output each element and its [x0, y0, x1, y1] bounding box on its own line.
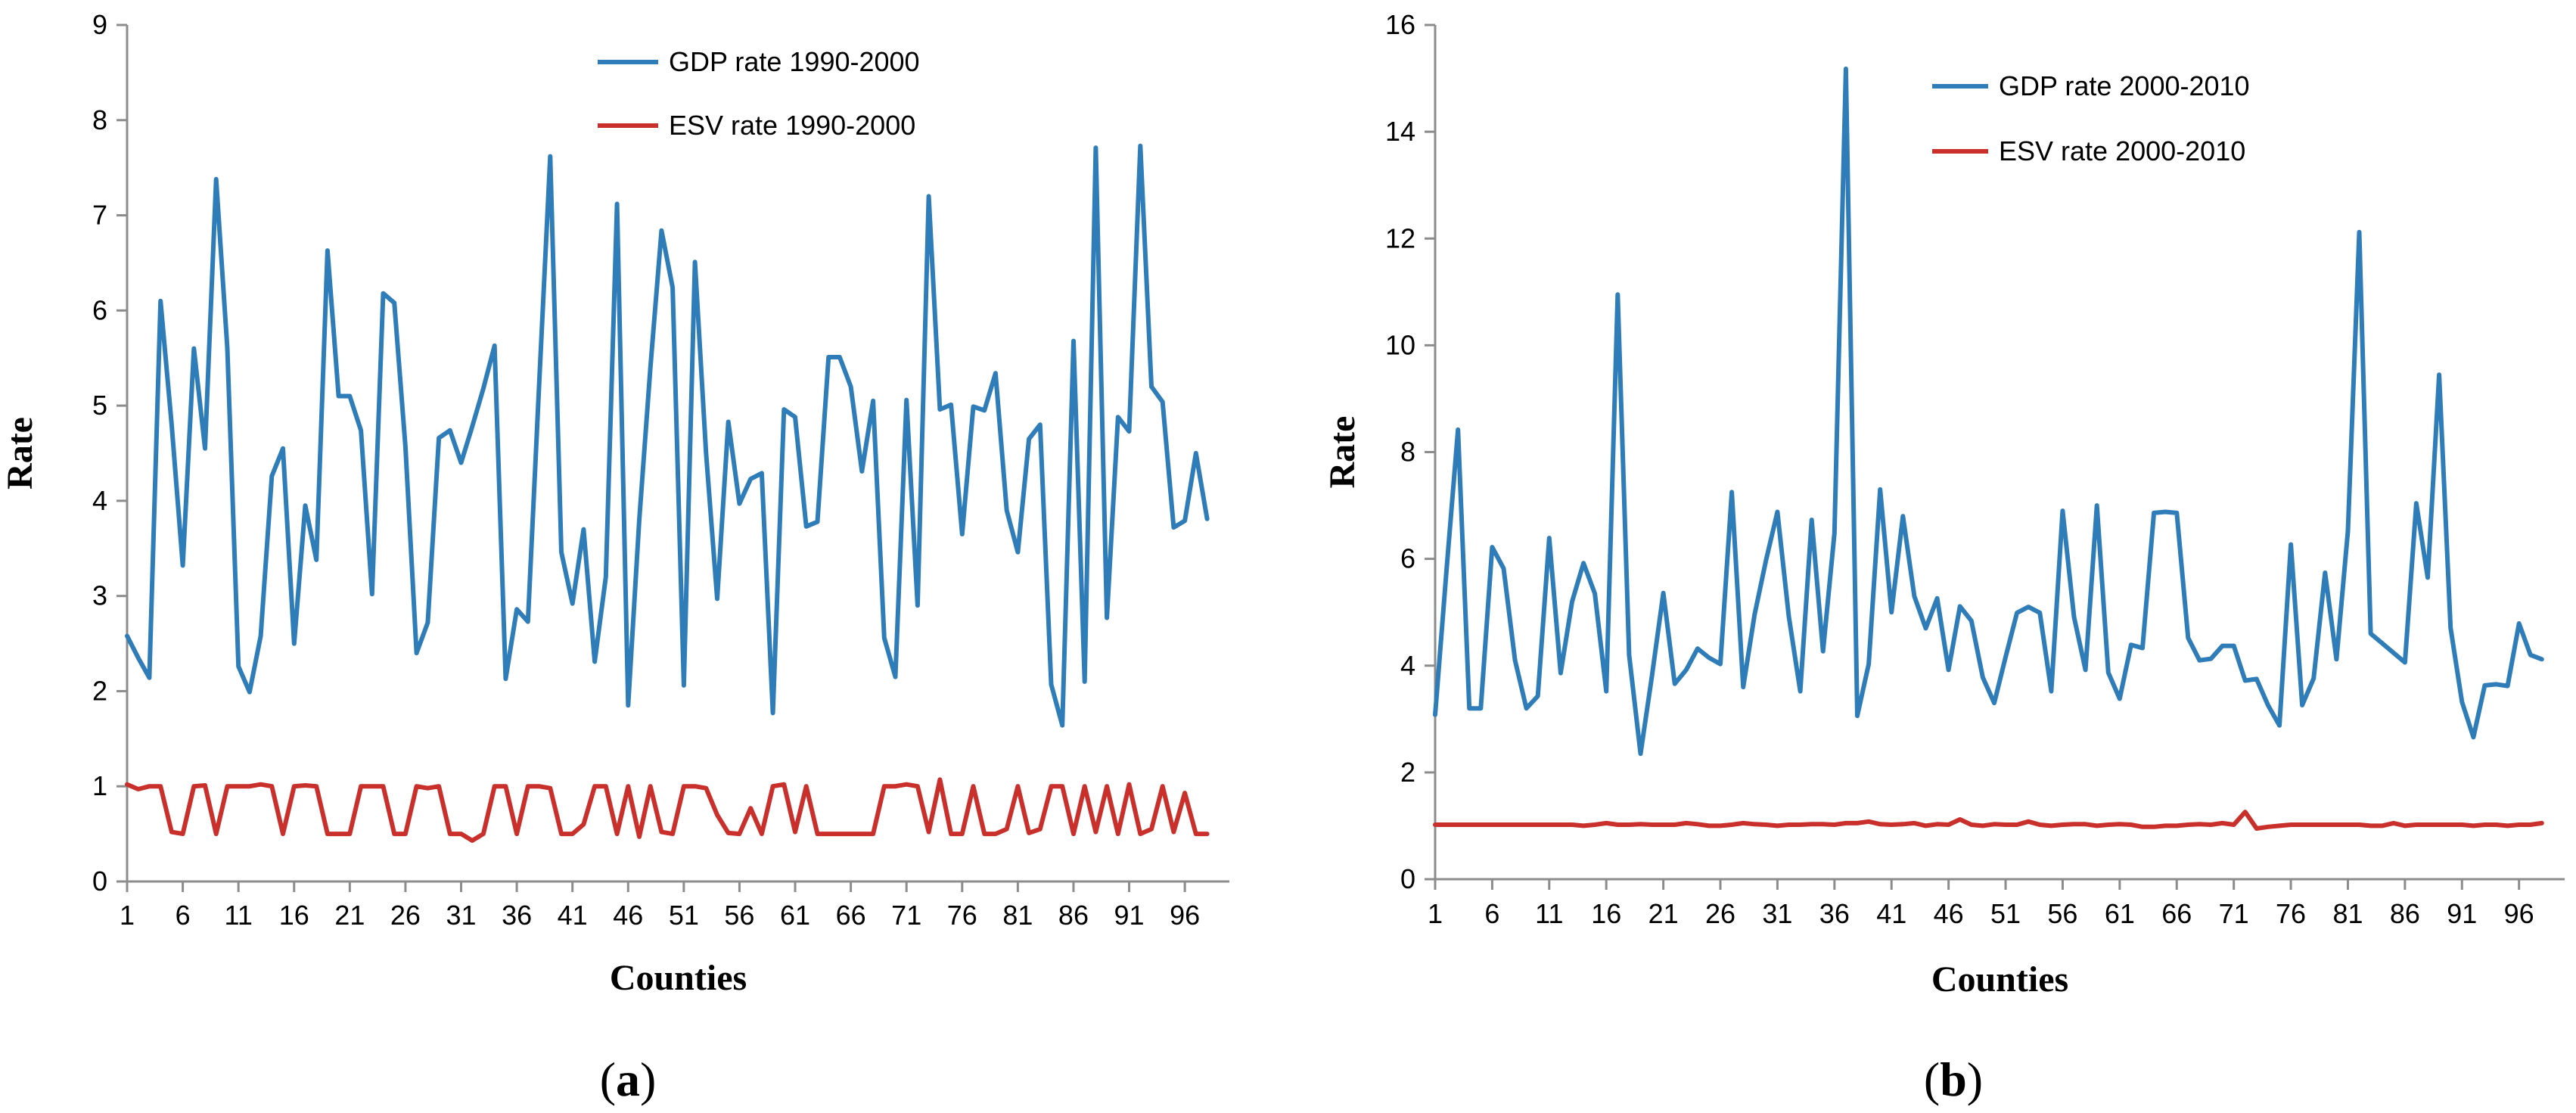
x-tick-label: 31: [1762, 898, 1792, 929]
x-tick-label: 51: [1990, 898, 2021, 929]
series-line-gdp: [1433, 66, 2544, 757]
y-tick-label: 1: [92, 770, 107, 801]
y-tick-label: 4: [92, 485, 107, 516]
x-tick-label: 86: [2390, 898, 2420, 929]
x-tick-label: 11: [1535, 898, 1563, 929]
y-tick-label: 14: [1385, 116, 1415, 147]
x-tick-label: 76: [2276, 898, 2306, 929]
x-tick-label: 61: [2105, 898, 2135, 929]
y-tick-label: 3: [92, 580, 107, 611]
series-line-esv: [125, 777, 1210, 843]
x-tick-label: 56: [724, 900, 754, 931]
x-tick-label: 6: [176, 900, 191, 931]
x-tick-label: 91: [1114, 900, 1145, 931]
y-axis-title: Rate: [1322, 416, 1363, 489]
legend-label: GDP rate 1990-2000: [669, 46, 920, 77]
legend-label: ESV rate 1990-2000: [669, 110, 915, 141]
x-tick-label: 56: [2047, 898, 2077, 929]
x-tick-label: 26: [1705, 898, 1735, 929]
x-tick-label: 41: [558, 900, 588, 931]
y-tick-label: 8: [92, 104, 107, 135]
x-tick-label: 11: [224, 900, 252, 931]
y-tick-label: 7: [92, 200, 107, 231]
y-tick-label: 6: [92, 294, 107, 325]
panel-label: (b): [1924, 1052, 1983, 1106]
x-tick-label: 66: [836, 900, 866, 931]
x-tick-label: 36: [502, 900, 532, 931]
x-tick-label: 66: [2161, 898, 2192, 929]
y-tick-label: 10: [1385, 329, 1415, 360]
y-tick-label: 2: [92, 675, 107, 706]
x-tick-label: 1: [1428, 898, 1443, 929]
x-tick-label: 91: [2447, 898, 2477, 929]
legend-label: ESV rate 2000-2010: [1999, 135, 2245, 166]
x-tick-label: 26: [390, 900, 421, 931]
y-tick-label: 8: [1400, 437, 1415, 468]
y-tick-label: 9: [92, 9, 107, 40]
x-tick-label: 21: [1648, 898, 1679, 929]
x-axis-title: Counties: [1931, 959, 2068, 1000]
x-tick-label: 51: [669, 900, 699, 931]
y-tick-label: 0: [92, 866, 107, 897]
y-tick-label: 0: [1400, 863, 1415, 894]
x-tick-label: 46: [613, 900, 643, 931]
y-tick-label: 12: [1385, 222, 1415, 253]
x-tick-label: 86: [1058, 900, 1089, 931]
x-tick-label: 61: [780, 900, 810, 931]
legend-label: GDP rate 2000-2010: [1999, 70, 2250, 101]
x-tick-label: 16: [279, 900, 309, 931]
x-tick-label: 6: [1484, 898, 1499, 929]
x-axis-title: Counties: [610, 958, 747, 998]
x-tick-label: 76: [947, 900, 977, 931]
x-tick-label: 41: [1876, 898, 1906, 929]
y-tick-label: 4: [1400, 650, 1415, 681]
x-tick-label: 46: [1934, 898, 1964, 929]
x-tick-label: 21: [334, 900, 365, 931]
x-tick-label: 81: [2332, 898, 2363, 929]
x-tick-label: 16: [1591, 898, 1621, 929]
y-tick-label: 5: [92, 390, 107, 421]
x-tick-label: 36: [1819, 898, 1850, 929]
x-tick-label: 71: [2219, 898, 2249, 929]
y-tick-label: 2: [1400, 757, 1415, 788]
y-tick-label: 6: [1400, 543, 1415, 574]
x-tick-label: 1: [120, 900, 135, 931]
series-line-esv: [1433, 810, 2544, 831]
x-tick-label: 96: [2504, 898, 2534, 929]
panel-label: (a): [600, 1052, 657, 1106]
series-line-gdp: [125, 143, 1210, 728]
x-tick-label: 31: [446, 900, 476, 931]
y-axis-title: Rate: [0, 417, 40, 490]
x-tick-label: 71: [891, 900, 921, 931]
x-tick-label: 81: [1002, 900, 1033, 931]
x-tick-label: 96: [1170, 900, 1200, 931]
y-tick-label: 16: [1385, 9, 1415, 40]
